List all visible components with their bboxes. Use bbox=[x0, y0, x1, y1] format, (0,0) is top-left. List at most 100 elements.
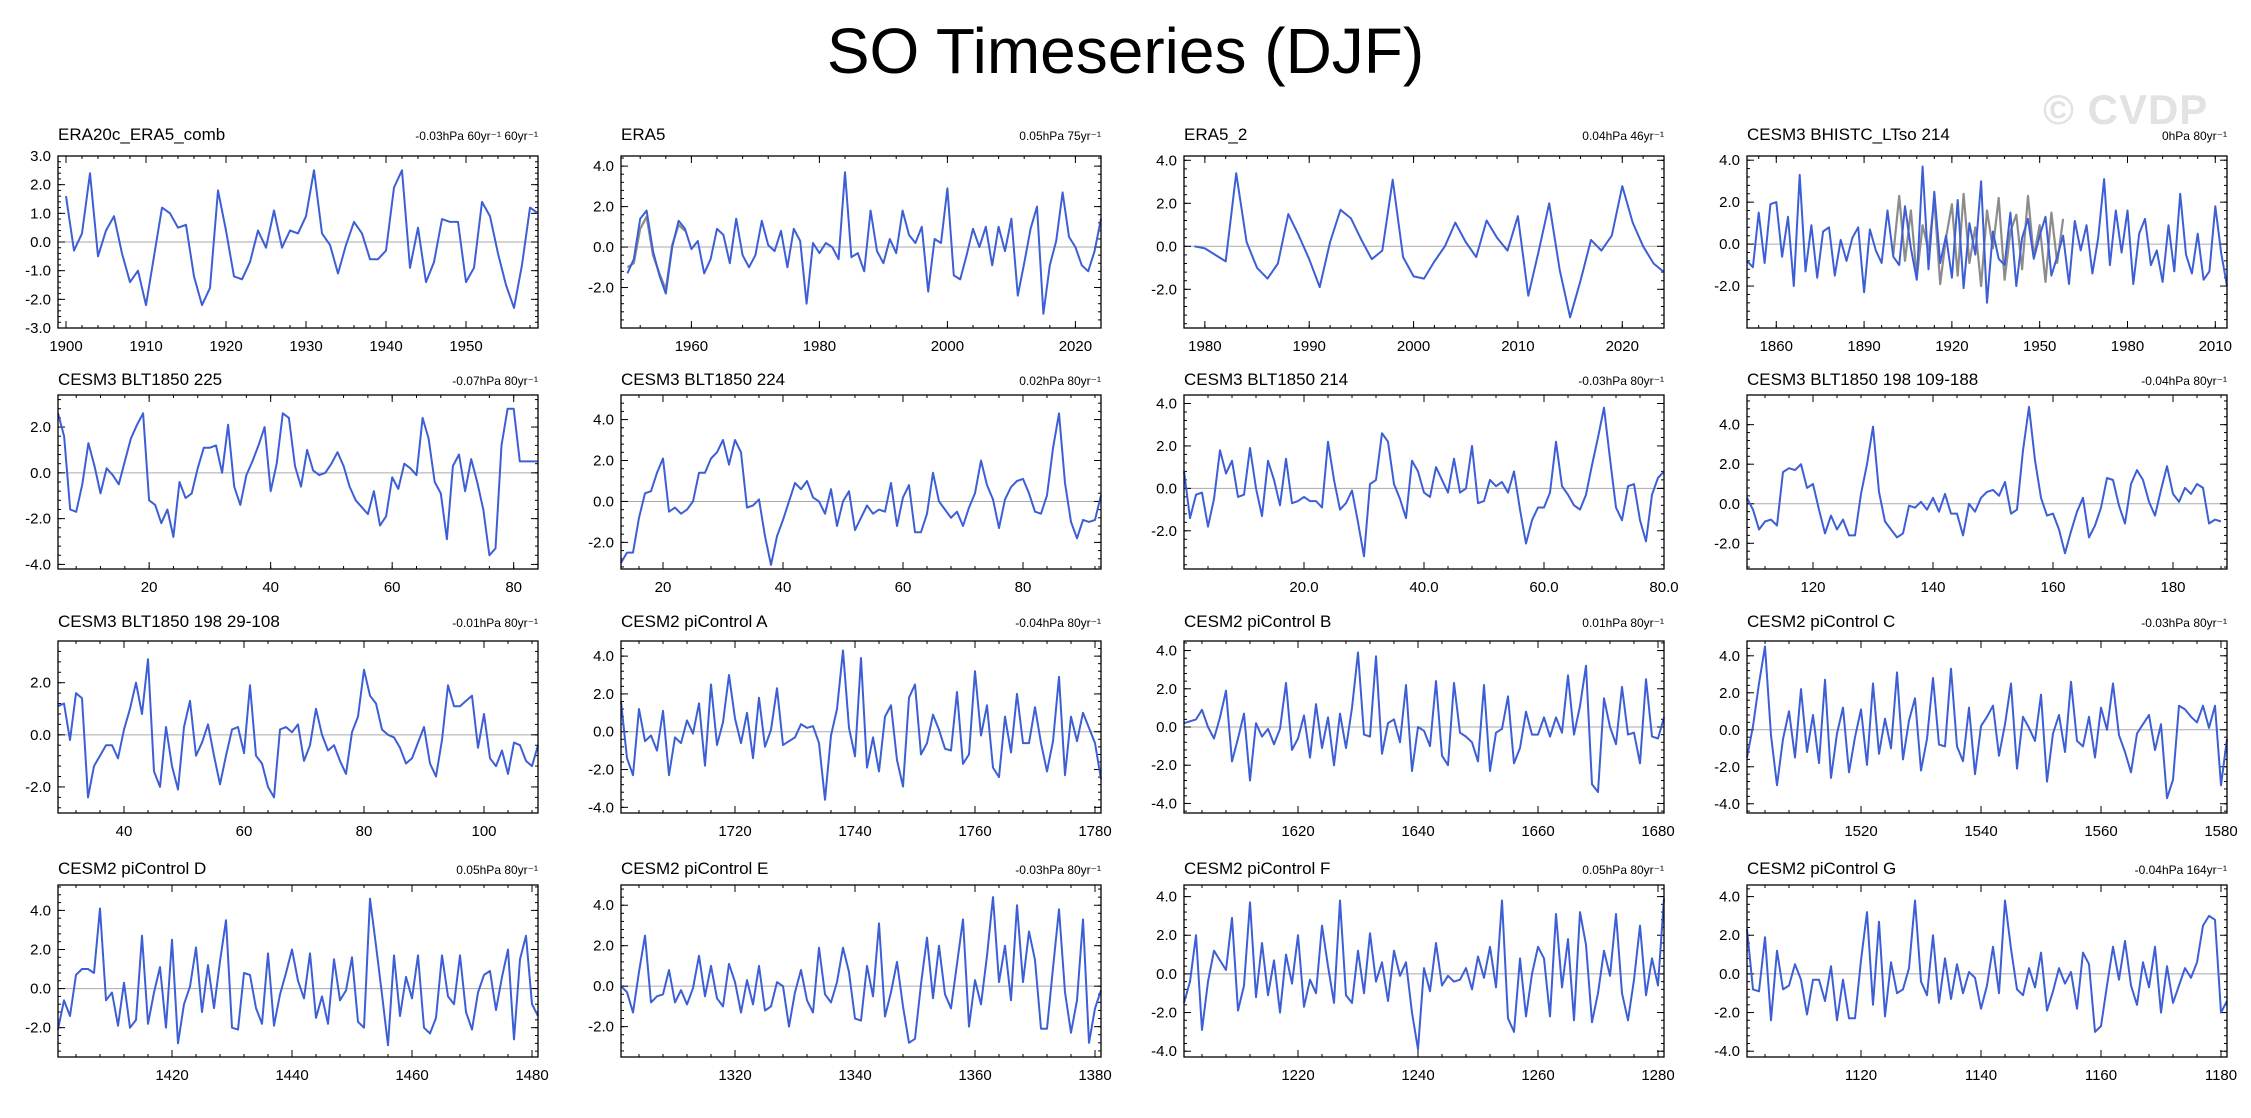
y-tick-label: -2.0 bbox=[1151, 523, 1177, 540]
index-series-line bbox=[1183, 898, 1665, 1051]
x-tick-label: 20 bbox=[141, 579, 158, 596]
plot-frame bbox=[1183, 640, 1665, 814]
y-tick-label: -2.0 bbox=[1714, 1005, 1740, 1022]
x-tick-label: 1160 bbox=[2085, 1067, 2117, 1084]
x-tick-label: 1420 bbox=[155, 1067, 188, 1084]
x-tick-label: 1950 bbox=[2023, 338, 2056, 355]
panel-title: ERA5 bbox=[621, 125, 665, 144]
chart-panel-11: CESM2 piControl B 0.01hPa 80yr⁻¹ -4.0 -2.0 0… bbox=[1151, 612, 1675, 840]
plot-frame bbox=[57, 640, 539, 814]
panel-trend-label: -0.03hPa 60yr⁻¹ 60yr⁻¹ bbox=[415, 129, 538, 143]
x-tick-label: 60 bbox=[384, 579, 401, 596]
panel-trend-label: -0.04hPa 164yr⁻¹ bbox=[2135, 863, 2227, 877]
y-tick-label: 4.0 bbox=[593, 648, 614, 665]
x-tick-label: 1440 bbox=[275, 1067, 308, 1084]
y-tick-label: -2.0 bbox=[1714, 535, 1740, 552]
x-tick-label: 1220 bbox=[1281, 1067, 1314, 1084]
panel-title: CESM3 BLT1850 225 bbox=[58, 370, 222, 389]
plot-frame bbox=[1746, 884, 2228, 1058]
y-tick-label: 4.0 bbox=[1719, 417, 1740, 434]
x-tick-label: 1980 bbox=[1188, 338, 1221, 355]
y-tick-label: 1.0 bbox=[30, 205, 51, 222]
x-tick-label: 1380 bbox=[1078, 1067, 1111, 1084]
panel-trend-label: -0.04hPa 80yr⁻¹ bbox=[1015, 616, 1101, 630]
y-tick-label: -4.0 bbox=[588, 799, 614, 816]
plot-frame bbox=[1183, 155, 1665, 329]
x-tick-label: 2010 bbox=[2199, 338, 2232, 355]
x-tick-label: 1620 bbox=[1281, 823, 1314, 840]
index-series-line bbox=[1746, 645, 2228, 800]
y-tick-label: 0.0 bbox=[593, 978, 614, 995]
y-tick-label: 4.0 bbox=[1156, 889, 1177, 906]
x-tick-label: 1560 bbox=[2084, 823, 2117, 840]
panel-title: CESM2 piControl A bbox=[621, 612, 768, 631]
x-tick-label: 140 bbox=[1920, 579, 1945, 596]
panel-trend-label: 0.05hPa 80yr⁻¹ bbox=[1582, 863, 1664, 877]
x-tick-label: 40.0 bbox=[1409, 579, 1438, 596]
x-tick-label: 1460 bbox=[395, 1067, 428, 1084]
x-tick-label: 1520 bbox=[1844, 823, 1877, 840]
chart-panel-7: CESM3 BLT1850 214 -0.03hPa 80yr⁻¹ -2.0 0.0 2… bbox=[1151, 370, 1678, 596]
x-tick-label: 1140 bbox=[1965, 1067, 1997, 1084]
panel-trend-label: -0.04hPa 80yr⁻¹ bbox=[2141, 374, 2227, 388]
panel-trend-label: -0.03hPa 80yr⁻¹ bbox=[1578, 374, 1664, 388]
plot-frame bbox=[1746, 394, 2228, 570]
y-tick-label: -4.0 bbox=[1714, 1043, 1740, 1060]
y-tick-label: 2.0 bbox=[1719, 194, 1740, 211]
x-tick-label: 1280 bbox=[1641, 1067, 1674, 1084]
x-tick-label: 1540 bbox=[1964, 823, 1997, 840]
index-series-line bbox=[57, 658, 539, 799]
panel-title: CESM2 piControl B bbox=[1184, 612, 1331, 631]
x-tick-label: 1980 bbox=[2111, 338, 2144, 355]
y-tick-label: 4.0 bbox=[1156, 395, 1177, 412]
y-tick-label: 2.0 bbox=[1156, 681, 1177, 698]
y-tick-label: 4.0 bbox=[1719, 889, 1740, 906]
panel-title: CESM2 piControl D bbox=[58, 859, 206, 878]
y-tick-label: 4.0 bbox=[30, 902, 51, 919]
y-tick-label: -2.0 bbox=[1714, 278, 1740, 295]
y-tick-label: 4.0 bbox=[1156, 643, 1177, 660]
page-title: SO Timeseries (DJF) bbox=[826, 15, 1425, 87]
x-tick-label: 1950 bbox=[449, 338, 482, 355]
x-tick-label: 80.0 bbox=[1649, 579, 1678, 596]
x-tick-label: 2010 bbox=[1501, 338, 1534, 355]
y-tick-label: 4.0 bbox=[1719, 152, 1740, 169]
panel-title: CESM3 BLT1850 198 109-188 bbox=[1747, 370, 1978, 389]
chart-panel-8: CESM3 BLT1850 198 109-188 -0.04hPa 80yr⁻¹… bbox=[1714, 370, 2228, 596]
y-tick-label: 4.0 bbox=[593, 897, 614, 914]
x-tick-label: 120 bbox=[1800, 579, 1825, 596]
chart-panel-5: CESM3 BLT1850 225 -0.07hPa 80yr⁻¹ -4.0 -2.0… bbox=[25, 370, 539, 596]
y-tick-label: -2.0 bbox=[25, 779, 51, 796]
panel-title: CESM3 BLT1850 224 bbox=[621, 370, 785, 389]
panel-trend-label: 0.04hPa 46yr⁻¹ bbox=[1582, 129, 1664, 143]
y-tick-label: 0.0 bbox=[1719, 966, 1740, 983]
plot-frame bbox=[57, 394, 539, 570]
y-tick-label: 0.0 bbox=[1156, 480, 1177, 497]
y-tick-label: 4.0 bbox=[1156, 152, 1177, 169]
y-tick-label: 4.0 bbox=[593, 158, 614, 175]
y-tick-label: 2.0 bbox=[593, 199, 614, 216]
panel-trend-label: 0hPa 80yr⁻¹ bbox=[2162, 129, 2227, 143]
y-tick-label: 2.0 bbox=[593, 453, 614, 470]
x-tick-label: 2000 bbox=[931, 338, 964, 355]
y-tick-label: -2.0 bbox=[25, 291, 51, 308]
y-tick-label: 2.0 bbox=[593, 938, 614, 955]
x-tick-label: 20 bbox=[655, 579, 672, 596]
panel-trend-label: -0.07hPa 80yr⁻¹ bbox=[452, 374, 538, 388]
panel-title: CESM3 BHISTC_LTso 214 bbox=[1747, 125, 1950, 144]
y-tick-label: -2.0 bbox=[25, 1020, 51, 1037]
x-tick-label: 1360 bbox=[958, 1067, 991, 1084]
plot-frame bbox=[1746, 640, 2228, 814]
x-tick-label: 1340 bbox=[838, 1067, 871, 1084]
panel-title: ERA20c_ERA5_comb bbox=[58, 125, 225, 144]
panel-trend-label: -0.03hPa 80yr⁻¹ bbox=[2141, 616, 2227, 630]
y-tick-label: 2.0 bbox=[1719, 927, 1740, 944]
x-tick-label: 1680 bbox=[1641, 823, 1674, 840]
chart-panel-10: CESM2 piControl A -0.04hPa 80yr⁻¹ -4.0 -2.0… bbox=[588, 612, 1112, 840]
y-tick-label: -2.0 bbox=[588, 534, 614, 551]
y-tick-label: -2.0 bbox=[1151, 1005, 1177, 1022]
x-tick-label: 1240 bbox=[1401, 1067, 1434, 1084]
y-tick-label: 2.0 bbox=[1156, 195, 1177, 212]
y-tick-label: -2.0 bbox=[25, 511, 51, 528]
panel-trend-label: 0.05hPa 75yr⁻¹ bbox=[1019, 129, 1101, 143]
